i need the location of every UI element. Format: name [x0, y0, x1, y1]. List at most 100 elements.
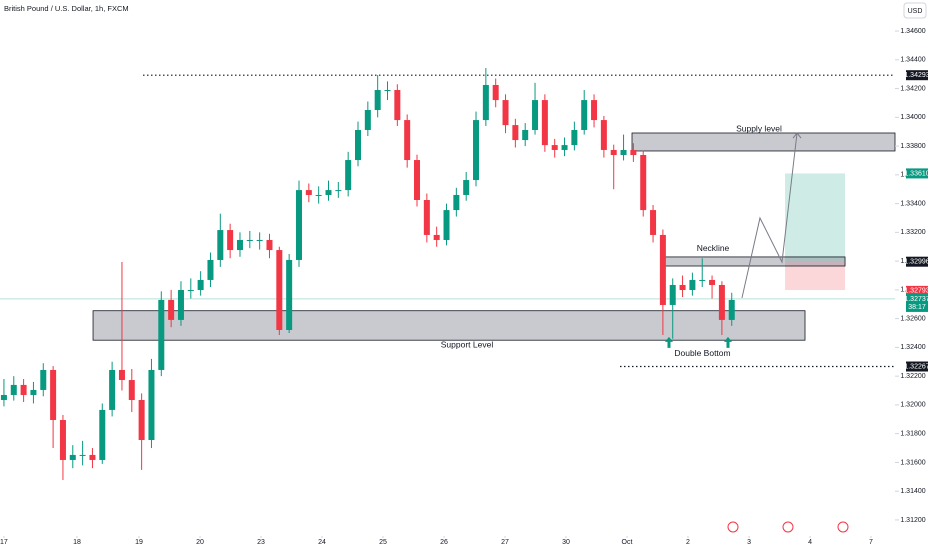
- x-tick-label: 25: [379, 539, 387, 546]
- candle-body: [394, 90, 401, 121]
- candle-body: [502, 100, 509, 126]
- x-tick-label: 27: [501, 539, 509, 546]
- candle-body: [315, 194, 322, 196]
- candle-body: [591, 100, 598, 121]
- price-tag: [906, 168, 928, 179]
- candle-body: [158, 299, 165, 370]
- price-tag: [906, 285, 928, 296]
- price-tag-label: 1.32793: [904, 288, 929, 295]
- candle-body: [699, 279, 706, 281]
- x-tick-label: 7: [869, 539, 873, 546]
- candle-body: [689, 279, 696, 291]
- x-tick-label: 30: [562, 539, 570, 546]
- candle-body: [482, 84, 489, 121]
- target-zone: [785, 173, 846, 262]
- price-tag-label: 1.34293: [904, 72, 929, 79]
- candle-body: [512, 125, 519, 141]
- currency: USD: [908, 8, 923, 15]
- x-tick-label: 20: [196, 539, 204, 546]
- event-icon[interactable]: [782, 521, 794, 533]
- y-tick-label: 1.33400: [900, 200, 925, 207]
- candle-body: [207, 259, 214, 280]
- y-tick-label: 1.32600: [900, 315, 925, 322]
- chart-title: British Pound / U.S. Dollar, 1h, FXCM: [4, 4, 129, 13]
- candle-body: [414, 160, 421, 201]
- x-tick-label: 23: [257, 539, 265, 546]
- candle-body: [650, 210, 657, 235]
- x-tick-label: 18: [73, 539, 81, 546]
- y-tick-label: 1.34000: [900, 114, 925, 121]
- y-tick-label: 1.31800: [900, 431, 925, 438]
- candle-body: [433, 234, 440, 240]
- candle-body: [620, 149, 627, 156]
- candle-body: [669, 284, 676, 305]
- y-tick-label: 1.34200: [900, 85, 925, 92]
- price-tag: [906, 293, 928, 312]
- y-tick-label: 1.34600: [900, 28, 925, 35]
- candle-body: [148, 369, 155, 440]
- candle-body: [0, 394, 7, 401]
- price-tag-label: 1.33610: [904, 170, 929, 177]
- candle-body: [227, 230, 234, 251]
- candle-body: [256, 239, 263, 241]
- candle-body: [59, 420, 66, 460]
- candle-body: [718, 284, 725, 320]
- price-tag-sublabel: 38:17: [908, 304, 926, 311]
- candle-body: [679, 284, 686, 291]
- x-tick-label: 3: [747, 539, 751, 546]
- zone: [664, 256, 846, 267]
- candle-body: [276, 250, 283, 330]
- x-tick-label: 26: [440, 539, 448, 546]
- candle-body: [286, 259, 293, 330]
- y-tick-label: 1.32400: [900, 344, 925, 351]
- candle-body: [187, 290, 194, 292]
- candle-body: [453, 194, 460, 211]
- projection-path: [741, 132, 798, 299]
- zone-label: Neckline: [697, 243, 730, 253]
- zone-label: Support Level: [441, 339, 494, 349]
- currency-box[interactable]: [903, 2, 927, 19]
- candle-body: [610, 149, 617, 156]
- event-icon[interactable]: [837, 521, 849, 533]
- price-tag-label: 1.32267: [904, 363, 929, 370]
- y-tick-label: 1.33200: [900, 229, 925, 236]
- candle-body: [177, 290, 184, 320]
- y-tick-label: 1.32000: [900, 402, 925, 409]
- event-icons: [727, 521, 849, 533]
- x-tick-label: 4: [808, 539, 812, 546]
- stop-zone: [785, 261, 846, 291]
- candle-body: [423, 200, 430, 235]
- candle-body: [364, 109, 371, 130]
- up-arrow: [664, 336, 673, 348]
- candle-body: [197, 279, 204, 291]
- candle-body: [532, 100, 539, 130]
- candle-body: [492, 84, 499, 101]
- candle-body: [541, 100, 548, 146]
- x-tick-label: 2: [686, 539, 690, 546]
- zone: [631, 132, 896, 152]
- y-tick-label: 1.31200: [900, 517, 925, 524]
- projection-arrowhead: [792, 132, 802, 139]
- candle-body: [20, 384, 27, 395]
- candle-body: [355, 129, 361, 161]
- candle-body: [266, 239, 273, 251]
- y-tick-label: 1.31400: [900, 488, 925, 495]
- candle-body: [404, 120, 411, 161]
- price-tag-label: 1.32996: [904, 259, 929, 266]
- candle-body: [728, 299, 735, 320]
- zone-label: Supply level: [736, 123, 782, 133]
- event-icon[interactable]: [727, 521, 739, 533]
- candle-body: [522, 129, 529, 141]
- candle-body: [345, 160, 352, 191]
- candle-body: [89, 454, 96, 460]
- candle-body: [581, 100, 588, 130]
- candle-body: [295, 190, 302, 260]
- x-tick-label: Oct: [622, 539, 633, 546]
- candle-body: [571, 129, 578, 146]
- price-tag: [906, 361, 928, 372]
- candle-body: [99, 409, 106, 460]
- candle-body: [10, 384, 17, 395]
- x-tick-label: 17: [0, 539, 8, 546]
